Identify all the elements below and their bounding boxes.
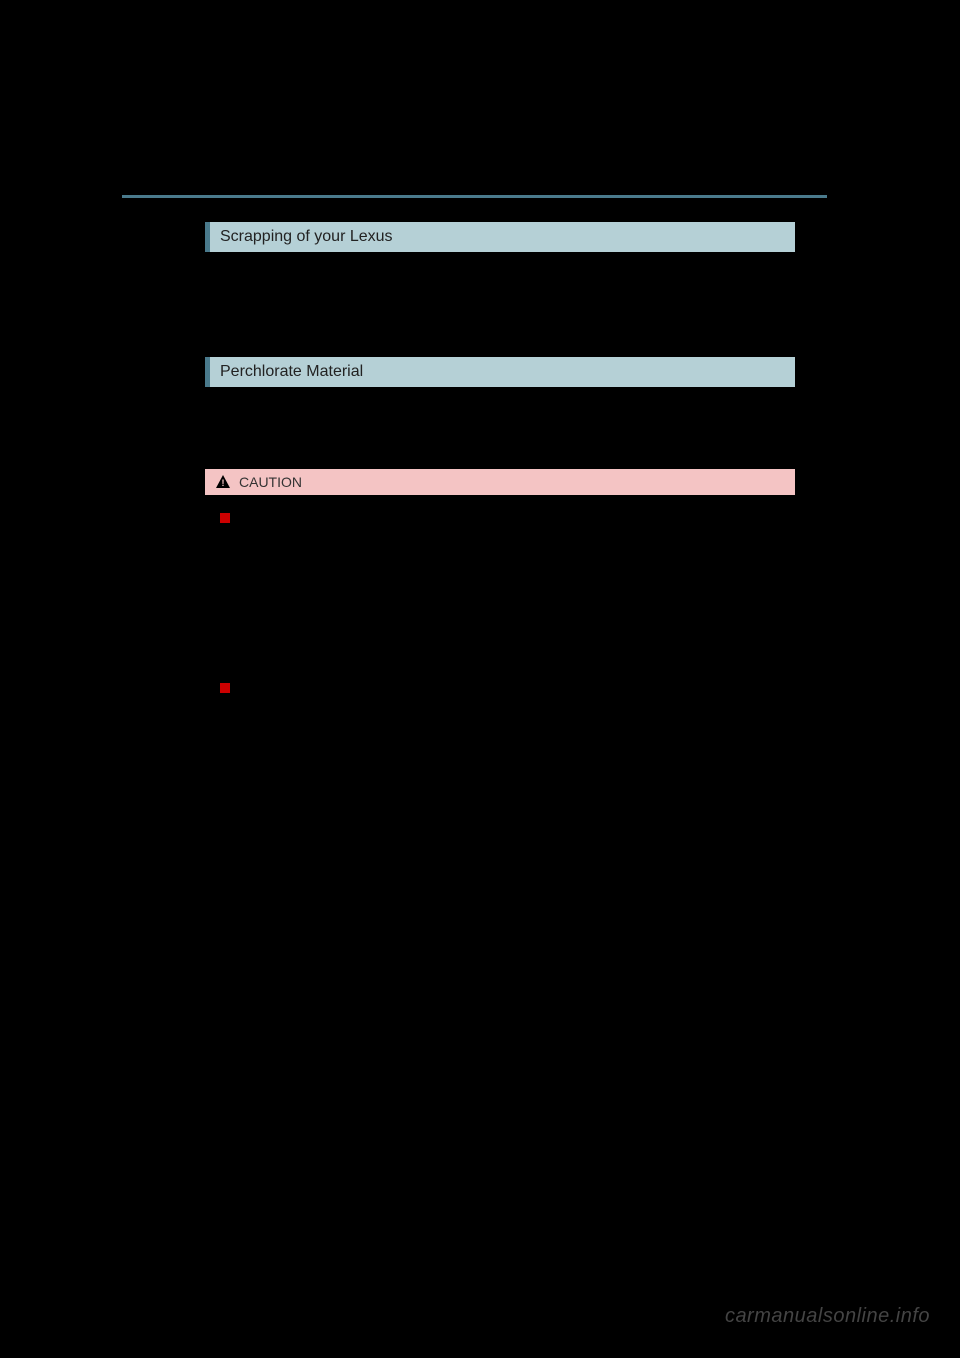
section-header-perchlorate: Perchlorate Material (205, 357, 795, 387)
content-spacer (125, 262, 825, 357)
section-header-scrapping: Scrapping of your Lexus (205, 222, 795, 252)
watermark-text: carmanualsonline.info (725, 1305, 930, 1328)
warning-icon: ! (215, 474, 231, 490)
section-title: Scrapping of your Lexus (220, 228, 393, 245)
caution-header: ! CAUTION (205, 469, 795, 495)
bullet-marker (220, 683, 230, 693)
svg-text:!: ! (222, 478, 225, 488)
caution-label: CAUTION (239, 474, 302, 490)
page-content: Scrapping of your Lexus Perchlorate Mate… (125, 195, 825, 693)
content-spacer (125, 397, 825, 469)
top-divider (122, 195, 827, 198)
bullet-marker (220, 513, 230, 523)
section-title: Perchlorate Material (220, 363, 363, 380)
